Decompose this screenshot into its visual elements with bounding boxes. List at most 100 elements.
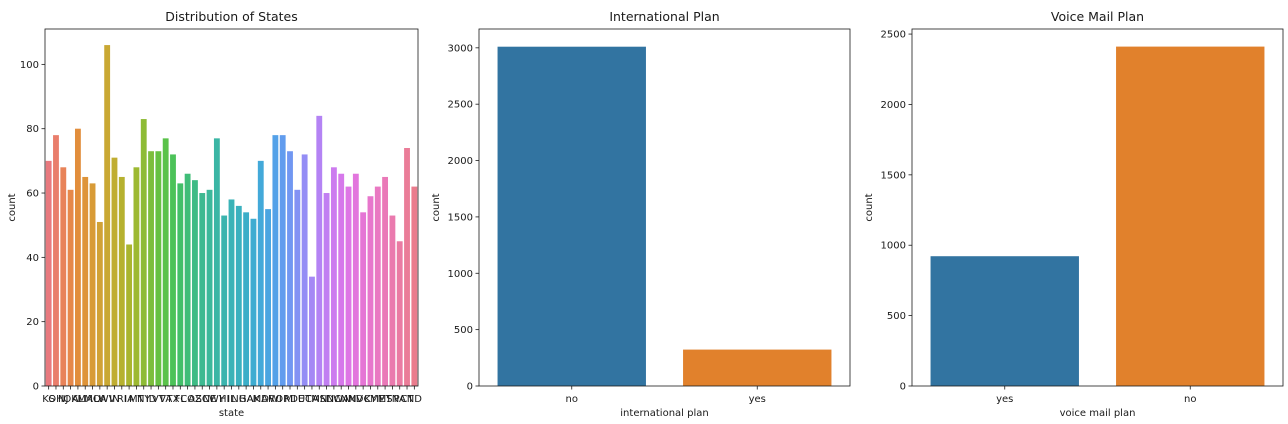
bar-yes xyxy=(930,256,1079,386)
bar-ca xyxy=(309,276,315,386)
bar-ms xyxy=(382,176,389,386)
x-tick-label-ar: AR xyxy=(261,394,275,405)
x-tick-label-hi: HI xyxy=(219,394,229,405)
x-tick-label-al: AL xyxy=(72,394,85,405)
x-tick-label-wa: WA xyxy=(333,394,349,405)
bar-nm xyxy=(345,186,352,386)
x-tick-label-nc: NC xyxy=(327,394,341,405)
bar-wy xyxy=(213,138,220,386)
y-tick-label: 500 xyxy=(454,325,473,336)
y-tick-label: 1500 xyxy=(881,170,906,181)
x-tick-label-nd: ND xyxy=(407,394,422,405)
x-tick-label-ca: CA xyxy=(305,394,319,405)
bar-md xyxy=(257,160,264,386)
chart-title: Voice Mail Plan xyxy=(1051,9,1144,24)
chart-title: International Plan xyxy=(609,9,719,24)
y-tick-label: 1500 xyxy=(448,212,473,223)
x-tick-label-wy: WY xyxy=(209,394,226,405)
bar-nh xyxy=(235,205,242,386)
x-tick-label-tn: TN xyxy=(385,394,400,405)
x-tick-label-nv: NV xyxy=(349,394,363,405)
bar-ut xyxy=(301,154,308,386)
bar-mo xyxy=(89,183,96,386)
y-tick-label: 0 xyxy=(467,382,473,393)
bar-va xyxy=(162,138,169,386)
axes-frame xyxy=(911,28,1284,387)
x-tick-label-me: ME xyxy=(370,394,385,405)
bar-ky xyxy=(367,196,374,386)
bar-tn xyxy=(389,215,396,386)
bar-ia xyxy=(126,244,133,386)
y-tick-label: 80 xyxy=(26,124,39,135)
x-tick-label-wi: WI xyxy=(269,394,282,405)
y-axis-label: count xyxy=(431,193,442,221)
y-tick-label: 0 xyxy=(33,382,39,393)
y-axis-label: count xyxy=(7,193,18,221)
x-tick-label-fl: FL xyxy=(175,394,187,405)
axes-frame xyxy=(478,28,851,387)
bar-de xyxy=(294,189,301,386)
y-tick-label: 20 xyxy=(26,317,39,328)
x-tick-label-yes: yes xyxy=(749,394,766,405)
bar-co xyxy=(184,173,191,386)
bar-mt xyxy=(133,167,140,386)
x-tick-label-mt: MT xyxy=(129,394,145,405)
bar-ri xyxy=(118,176,125,386)
voice-mail-plan-chart: 0 500 1000 1500 2000 2500 yes no Voice Mail Plan… xyxy=(864,9,1284,419)
x-tick-label-nm: NM xyxy=(340,394,356,405)
bar-pa xyxy=(396,241,403,386)
bar-nd xyxy=(411,186,418,386)
x-tick-label-sd: SD xyxy=(320,394,334,405)
x-tick-label-ks: KS xyxy=(42,394,55,405)
x-tick-label-ri: RI xyxy=(117,394,127,405)
bar-nv xyxy=(352,173,359,386)
x-tick-label-va: VA xyxy=(159,394,172,405)
bar-mn xyxy=(316,115,323,386)
bar-vt xyxy=(155,151,162,386)
bar-nc xyxy=(330,167,337,386)
bar-ak xyxy=(250,218,257,386)
x-tick-label-ma: MA xyxy=(77,394,93,405)
bar-id xyxy=(148,151,154,386)
international-plan-chart: 0 500 1000 1500 2000 2500 3000 no yes Internation… xyxy=(431,9,851,419)
bar-in xyxy=(111,157,118,386)
y-tick-label: 40 xyxy=(26,253,39,264)
x-tick-label-mi: MI xyxy=(284,394,296,405)
bar-ne xyxy=(206,189,213,386)
bar-ar xyxy=(265,209,271,386)
bar-sc xyxy=(199,193,206,386)
bar-no xyxy=(1116,46,1265,386)
y-tick-label: 1000 xyxy=(448,269,473,280)
x-tick-label-ms: MS xyxy=(378,394,393,405)
x-tick-label-id: ID xyxy=(146,394,157,405)
bar-wi xyxy=(272,135,279,386)
x-tick-label-no: no xyxy=(1184,394,1196,405)
x-tick-label-co: CO xyxy=(180,394,195,405)
x-tick-label-mn: MN xyxy=(311,394,327,405)
x-tick-label-dc: DC xyxy=(356,394,371,405)
x-tick-label-az: AZ xyxy=(188,394,202,405)
x-axis-label: voice mail plan xyxy=(1060,408,1136,419)
bar-ny xyxy=(140,119,147,387)
bar-tx xyxy=(170,154,176,386)
x-tick-label-wv: WV xyxy=(99,394,116,405)
bar-dc xyxy=(360,212,367,386)
x-tick-label-ne: NE xyxy=(203,394,217,405)
bar-ct xyxy=(404,148,410,386)
bar-nj xyxy=(60,167,67,386)
bar-no xyxy=(497,46,646,386)
y-tick-label: 2500 xyxy=(881,30,906,41)
states-chart: 0 20 40 60 80 100 KSOHNJOKALMAMOLAWVINRIIAMTNY… xyxy=(7,9,422,419)
x-tick-label-sc: SC xyxy=(196,394,209,405)
bar-wv xyxy=(104,45,111,386)
y-tick-label: 2000 xyxy=(448,156,473,167)
x-tick-label-nj: NJ xyxy=(58,394,68,405)
x-axis-label: state xyxy=(219,408,244,419)
bar-sd xyxy=(323,193,330,386)
x-tick-label-or: OR xyxy=(275,394,290,405)
x-tick-label-ga: GA xyxy=(239,394,254,405)
bar-fl xyxy=(177,183,184,386)
bar-la xyxy=(96,221,103,386)
x-tick-label-ky: KY xyxy=(364,394,377,405)
